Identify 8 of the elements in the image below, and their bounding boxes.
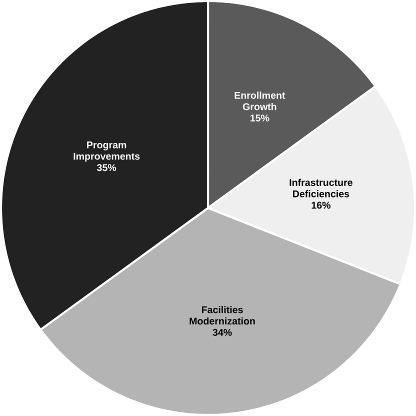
slice-label: Enrollment Growth xyxy=(234,92,286,110)
data-label: 34% xyxy=(212,328,232,336)
slice-label: Infrastructure Deficiencies xyxy=(290,178,352,198)
slice-label: Facilities Modernization xyxy=(190,306,255,325)
data-label: 35% xyxy=(96,164,116,172)
data-label: 16% xyxy=(312,202,330,209)
slice-label: Program Improvements xyxy=(74,142,140,162)
data-label: 15% xyxy=(250,114,270,122)
